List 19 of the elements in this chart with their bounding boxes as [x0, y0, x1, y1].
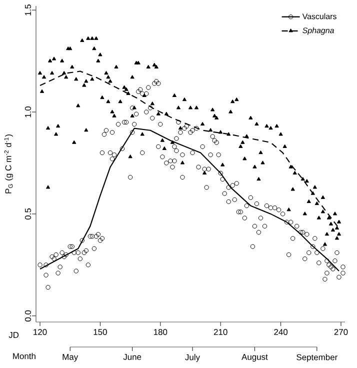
- x2-tick-label: September: [296, 354, 338, 362]
- x-tick-label: 180: [154, 329, 168, 336]
- x-tick-label: 270: [334, 329, 348, 336]
- y-tick-label: 1.0: [24, 106, 31, 118]
- y-axis-title: P$_{G}$ (g C m$^{-2}$ d$^{-1}$): [4, 134, 13, 194]
- x-tick-label: 150: [94, 329, 107, 336]
- x-tick-label: 240: [274, 329, 288, 336]
- y-tick-label: 1.5: [25, 4, 31, 16]
- x2-axis-title: Month: [13, 352, 36, 360]
- x2-tick-label: May: [62, 354, 78, 362]
- x2-tick-label: July: [185, 354, 200, 362]
- line-series: [39, 70, 340, 229]
- y-tick-label: 0.0: [24, 310, 31, 322]
- x2-tick-label: June: [123, 354, 142, 360]
- x2-tick-label: August: [242, 354, 268, 362]
- x-axis-title: JD: [8, 332, 19, 338]
- x-tick-label: 210: [214, 329, 228, 336]
- y-tick-label: 0.5: [24, 208, 31, 220]
- x-tick-label: 120: [34, 329, 47, 336]
